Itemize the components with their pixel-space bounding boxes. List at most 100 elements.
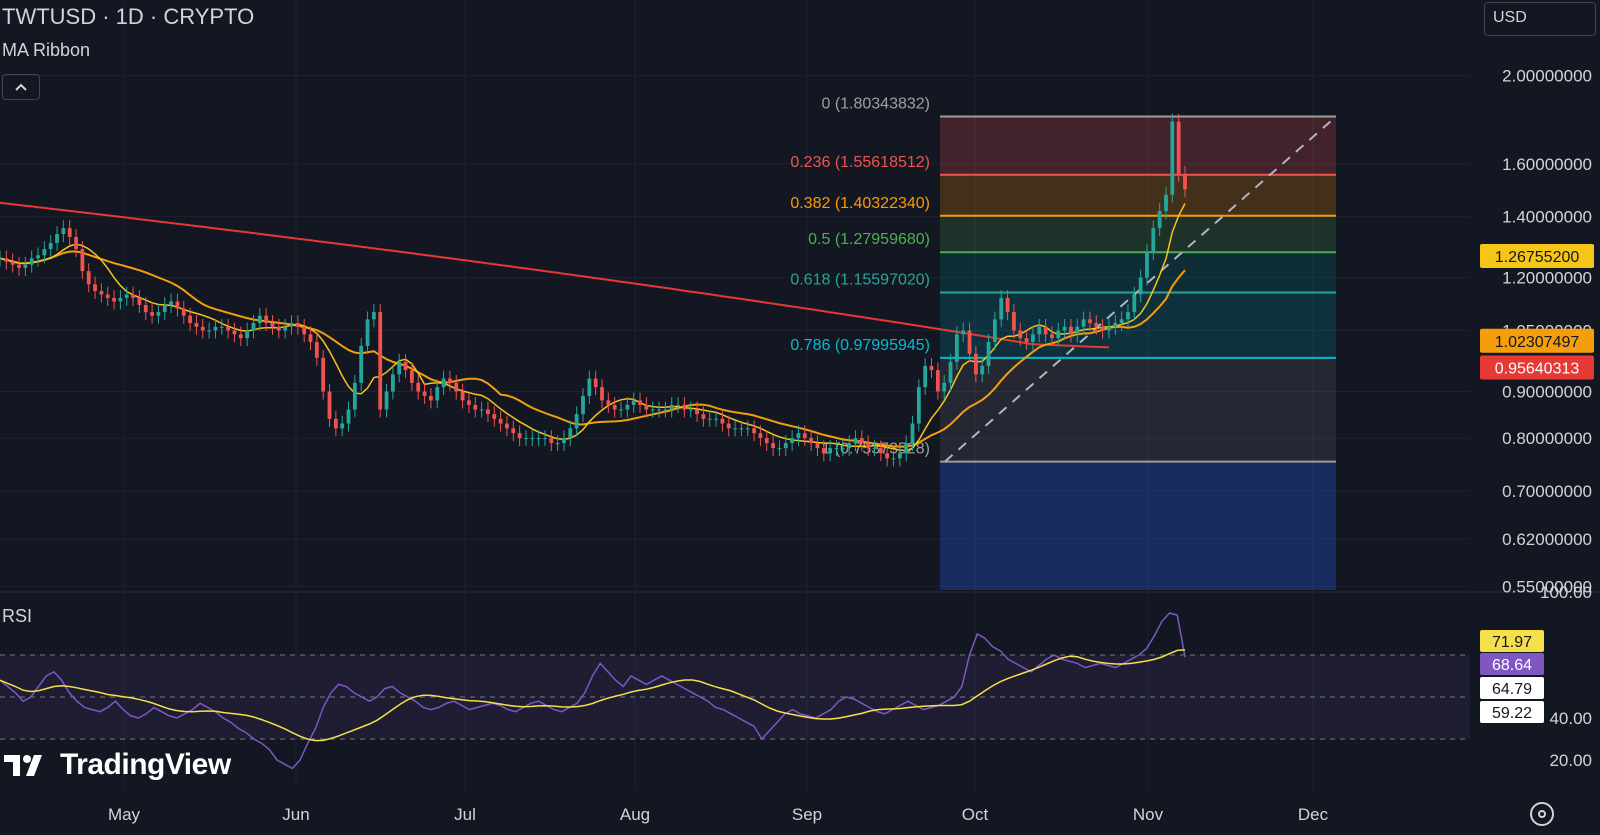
candle-body: [194, 323, 199, 327]
x-tick-label: Nov: [1133, 805, 1164, 824]
candle-body: [251, 323, 256, 331]
gear-icon[interactable]: [1530, 802, 1554, 826]
candle-body: [384, 391, 389, 410]
candle: [10, 253, 15, 273]
tradingview-logo-icon: [4, 755, 42, 776]
candle-body: [669, 404, 674, 410]
indicator-label[interactable]: MA Ribbon: [2, 40, 91, 60]
candle: [93, 276, 97, 300]
candle: [346, 401, 351, 432]
candle: [726, 415, 731, 437]
candle: [276, 318, 281, 339]
candle: [524, 430, 528, 447]
candle: [1151, 220, 1156, 261]
candle: [885, 445, 890, 467]
candle-body: [448, 378, 452, 383]
candle: [289, 315, 294, 335]
candle-body: [67, 228, 72, 237]
candle: [688, 401, 693, 418]
candle: [790, 430, 795, 452]
candle: [378, 304, 383, 418]
candle: [821, 440, 826, 462]
symbol-title[interactable]: TWTUSD · 1D · CRYPTO: [2, 4, 255, 29]
candle: [568, 420, 573, 447]
candle: [105, 286, 110, 306]
candle-body: [891, 458, 896, 460]
candle: [555, 435, 560, 452]
candle: [669, 397, 674, 418]
candle: [429, 388, 433, 409]
candle-body: [55, 233, 59, 243]
candle-body: [131, 294, 135, 298]
chevron-up-icon[interactable]: [2, 74, 40, 100]
candle: [232, 322, 237, 343]
grid-lines: [0, 0, 1600, 790]
candle: [1031, 326, 1035, 350]
candle-body: [4, 258, 9, 262]
candle-body: [270, 323, 275, 327]
fib-level-label: 0 (1.80343832): [821, 95, 930, 112]
candle: [1119, 311, 1124, 332]
candle-body: [1138, 277, 1143, 295]
candle: [302, 318, 307, 343]
candle: [771, 435, 776, 457]
candle: [29, 250, 34, 273]
candle-body: [517, 433, 522, 439]
fib-level-label: 0.236 (1.55618512): [790, 154, 930, 171]
candle-body: [783, 443, 788, 449]
candle-body: [200, 326, 205, 331]
rsi-line: [0, 612, 1186, 770]
candle-body: [555, 443, 560, 445]
candle: [409, 362, 414, 391]
candle-body: [352, 382, 357, 410]
y-tick-label: 0.55000000: [1502, 577, 1592, 596]
candle-body: [232, 330, 237, 335]
candle: [67, 220, 72, 245]
rsi-value-tag: [1480, 701, 1544, 723]
candle-body: [562, 438, 566, 444]
candle-body: [1081, 319, 1086, 327]
currency-select[interactable]: USD: [1484, 2, 1596, 36]
candle-body: [346, 409, 351, 424]
candle: [150, 304, 154, 324]
fib-zone: [940, 174, 1336, 216]
candle: [219, 318, 224, 335]
candle: [739, 420, 744, 437]
candle: [308, 326, 313, 350]
candle-body: [834, 448, 839, 450]
candle: [226, 318, 231, 339]
candle-body: [536, 438, 541, 440]
candle-body: [492, 414, 497, 419]
candle-body: [1031, 334, 1035, 342]
candle-body: [36, 255, 40, 259]
candle-body: [733, 428, 737, 430]
candle-body: [207, 330, 212, 332]
candle-body: [885, 453, 890, 459]
rsi-value-label: 71.97: [1492, 634, 1532, 651]
candle: [42, 241, 47, 264]
candle-body: [701, 414, 706, 419]
candle: [1138, 269, 1143, 303]
candle: [169, 293, 173, 313]
candle: [973, 345, 978, 383]
candle-body: [143, 304, 148, 313]
candle-body: [961, 330, 966, 335]
candle: [764, 430, 769, 452]
candle: [1176, 113, 1181, 182]
candle-body: [625, 404, 630, 410]
y-tick-label: 0.62000000: [1502, 530, 1592, 549]
candle: [511, 420, 516, 442]
candle-body: [809, 438, 814, 444]
candle-body: [948, 361, 953, 383]
candle: [1183, 166, 1187, 198]
candle: [631, 392, 636, 413]
candle-body: [454, 382, 459, 392]
candle-body: [321, 357, 326, 392]
candle-body: [1176, 121, 1181, 174]
candle: [657, 401, 661, 418]
candle-body: [340, 423, 345, 429]
candle: [714, 410, 718, 427]
candle: [435, 379, 440, 409]
candle-body: [29, 258, 34, 265]
